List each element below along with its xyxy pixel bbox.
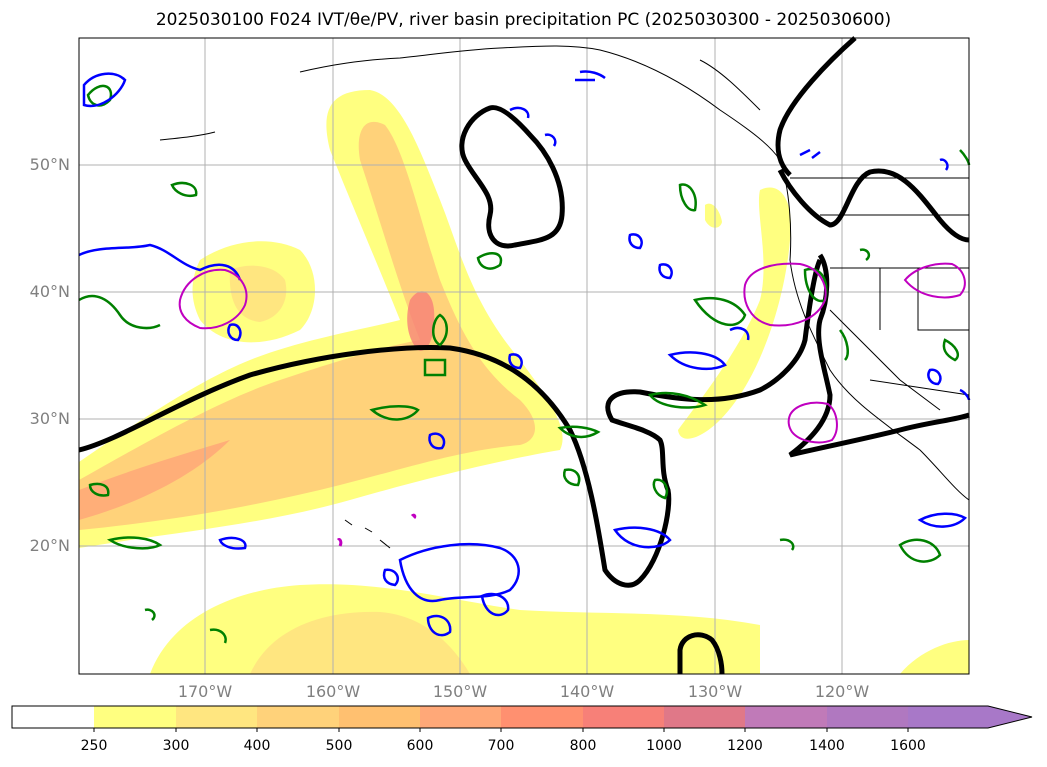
lat-label-40n: 40°N — [29, 282, 70, 301]
colorbar-label-700: 700 — [487, 738, 515, 754]
ivt-core — [407, 291, 435, 351]
lon-label-150w: 150°W — [432, 682, 488, 701]
colorbar-label-1400: 1400 — [809, 738, 845, 754]
colorbar-label-800: 800 — [569, 738, 597, 754]
colorbar-label-1200: 1200 — [727, 738, 763, 754]
map-title: 2025030100 F024 IVT/θe/PV, river basin p… — [155, 10, 892, 30]
colorbar-label-300: 300 — [162, 738, 190, 754]
theta-e-main — [78, 258, 823, 588]
basin-east — [903, 262, 966, 299]
ivt-coast — [678, 187, 791, 439]
theta-e-ne — [777, 168, 970, 243]
ivt-se-corner — [900, 640, 969, 674]
pv-blue-contours — [78, 70, 971, 637]
lat-label-30n: 30°N — [29, 409, 70, 428]
lat-label-20n: 20°N — [29, 536, 70, 555]
ivt-plume-high — [79, 440, 230, 520]
ivt-small-1 — [705, 203, 722, 228]
ivt-shading — [79, 90, 969, 674]
ivt-south-band-mid — [250, 611, 470, 674]
basin-west — [178, 268, 248, 330]
theta-e-loop-north — [459, 105, 565, 249]
plot-area — [78, 36, 971, 675]
theta-e-top — [775, 36, 857, 177]
colorbar — [11, 705, 1033, 732]
theta-e-contours — [78, 36, 970, 675]
lon-label-160w: 160°W — [305, 682, 361, 701]
lon-label-120w: 120°W — [814, 682, 870, 701]
basin-ca — [743, 262, 827, 327]
basin-contours — [178, 262, 966, 547]
colorbar-label-1000: 1000 — [646, 738, 682, 754]
colorbar-label-600: 600 — [406, 738, 434, 754]
colorbar-label-400: 400 — [243, 738, 271, 754]
pv-green-contours — [78, 84, 971, 644]
colorbar-label-250: 250 — [80, 738, 108, 754]
lon-label-130w: 130°W — [687, 682, 743, 701]
theta-e-east — [788, 253, 970, 458]
lon-label-140w: 140°W — [559, 682, 615, 701]
colorbar-label-500: 500 — [325, 738, 353, 754]
basin-socal — [787, 401, 838, 444]
colorbar-label-1600: 1600 — [890, 738, 926, 754]
theta-e-bottom — [677, 632, 725, 675]
ivt-plume-mid — [79, 121, 535, 530]
coastlines — [159, 45, 970, 549]
lat-label-50n: 50°N — [29, 155, 70, 174]
lon-label-170w: 170°W — [177, 682, 233, 701]
